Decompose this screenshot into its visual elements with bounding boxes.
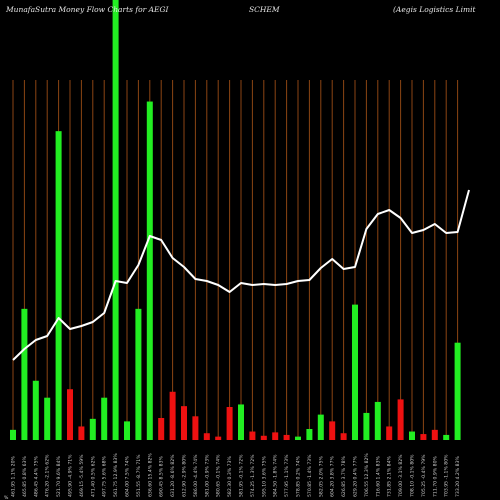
volume-bar bbox=[21, 308, 28, 440]
volume-bar bbox=[215, 436, 222, 440]
x-tick-label: 706.55 12.3% 82% bbox=[364, 453, 370, 497]
x-tick-label: 631.20 -8.6% 82% bbox=[170, 454, 176, 497]
x-tick-label: 577.95 -1.1% 73% bbox=[284, 454, 290, 497]
volume-bar bbox=[249, 431, 256, 440]
volume-bar bbox=[352, 304, 358, 440]
x-tick-label: 580.65 -0.1% 74% bbox=[216, 454, 222, 497]
x-tick-label: 584.50 -1.8% 74% bbox=[273, 454, 279, 497]
volume-bar bbox=[158, 418, 165, 440]
x-tick-label: 604.00 7.5% 74% bbox=[125, 455, 131, 497]
volume-bar bbox=[55, 131, 62, 440]
volume-bar bbox=[124, 421, 130, 440]
chart-header-left: MunafaSutra Money Flow Charts for AEGI bbox=[5, 5, 170, 14]
volume-bar bbox=[329, 421, 336, 440]
x-tick-label: 586.00 -4.4% 74% bbox=[193, 454, 199, 497]
x-axis-extra-label: % bbox=[4, 495, 9, 500]
price-line bbox=[12, 189, 470, 361]
volume-bar bbox=[340, 433, 347, 440]
x-tick-label: 561.75 12.9% 83% bbox=[113, 453, 119, 497]
x-tick-label: 551.55 -8.7% 71% bbox=[136, 454, 142, 497]
x-tick-label: 711.70 0.9% 80% bbox=[432, 455, 438, 497]
chart-header-center: SCHEM bbox=[249, 5, 280, 14]
volume-bar bbox=[295, 436, 301, 440]
volume-bar bbox=[317, 414, 324, 440]
x-tick-label: 733.20 4.2% 83% bbox=[455, 455, 461, 497]
x-tick-label: 636.60 15.4% 82% bbox=[147, 453, 153, 497]
x-tick-label: 521.70 9.6% 84% bbox=[56, 455, 62, 497]
volume-bar bbox=[306, 429, 313, 440]
x-tick-label: 705.25 -0.4% 79% bbox=[421, 454, 427, 497]
x-tick-label: 582.05 2.0% 75% bbox=[318, 455, 324, 497]
volume-bar bbox=[272, 432, 279, 440]
volume-bar bbox=[203, 433, 210, 440]
volume-bar bbox=[409, 431, 415, 440]
x-tick-label: 582.30 0.3% 73% bbox=[227, 455, 233, 497]
x-tick-label: 716.60 1.4% 83% bbox=[375, 455, 381, 497]
x-tick-label: 595.10 3.6% 75% bbox=[261, 455, 267, 497]
x-axis-tick-labels: 461.95 1.1% 20% 465.85 0.8% 63% 486.45 4.4… bbox=[11, 453, 462, 497]
x-tick-label: 461.95 1.1% 20% bbox=[11, 455, 17, 497]
x-tick-label: 469.15 -5.4% 59% bbox=[79, 454, 85, 497]
volume-bar bbox=[78, 426, 85, 440]
x-tick-label: 570.85 -1.4% 73% bbox=[307, 454, 313, 497]
x-tick-label: 731.85 2.1% 84% bbox=[387, 455, 393, 497]
x-tick-label: 708.10 -0.1% 80% bbox=[410, 454, 416, 497]
volume-bar bbox=[443, 434, 450, 440]
x-tick-label: 709.00 -3.1% 82% bbox=[398, 454, 404, 497]
volume-bar bbox=[44, 397, 51, 440]
volume-bar bbox=[89, 418, 96, 440]
volume-bar bbox=[431, 429, 438, 440]
volume-bar bbox=[169, 391, 176, 440]
volume-bar bbox=[181, 406, 187, 440]
volume-bar bbox=[112, 0, 119, 440]
volume-bar bbox=[101, 397, 108, 440]
price-line-series bbox=[12, 189, 470, 361]
x-tick-label: 629.20 0.4% 77% bbox=[353, 455, 359, 497]
volume-bar bbox=[192, 416, 199, 440]
x-tick-label: 690.45 8.5% 83% bbox=[159, 455, 165, 497]
x-tick-label: 612.90 -2.9% 80% bbox=[182, 454, 188, 497]
x-tick-label: 471.40 0.5% 62% bbox=[90, 455, 96, 497]
x-tick-label: 703.95 -1.1% 80% bbox=[444, 454, 450, 497]
volume-bar bbox=[67, 389, 73, 440]
x-tick-label: 476.20 -2.1% 62% bbox=[45, 454, 51, 497]
x-tick-label: 497.75 5.6% 68% bbox=[102, 455, 108, 497]
chart-header-right: (Aegis Logistics Limit bbox=[393, 5, 476, 14]
bar-series bbox=[10, 0, 461, 441]
volume-bar bbox=[283, 434, 290, 440]
volume-bar bbox=[135, 308, 142, 440]
x-tick-label: 486.45 4.4% 75% bbox=[33, 455, 39, 497]
volume-bar bbox=[32, 380, 39, 440]
x-tick-label: 581.95 -0.1% 72% bbox=[239, 454, 245, 497]
volume-bar bbox=[238, 404, 244, 440]
volume-bar bbox=[386, 426, 393, 440]
volume-bar bbox=[260, 435, 267, 440]
x-tick-label: 581.00 -0.9% 73% bbox=[204, 454, 210, 497]
x-tick-label: 604.20 3.8% 77% bbox=[330, 455, 336, 497]
x-tick-label: 574.25 -1.3% 72% bbox=[250, 454, 256, 497]
volume-bar bbox=[397, 399, 404, 440]
x-tick-label: 465.85 0.8% 63% bbox=[22, 455, 28, 497]
volume-bar bbox=[10, 429, 16, 440]
volume-bar bbox=[363, 412, 370, 440]
volume-bar bbox=[374, 401, 381, 440]
x-tick-label: 578.85 0.2% 74% bbox=[296, 455, 302, 497]
volume-bar bbox=[226, 407, 233, 440]
volume-bar bbox=[146, 101, 153, 441]
volume-bar bbox=[420, 434, 427, 440]
x-tick-label: 495.90 -4.9% 71% bbox=[68, 454, 74, 497]
volume-bar bbox=[454, 342, 461, 440]
x-tick-label: 626.85 3.7% 78% bbox=[341, 455, 347, 497]
